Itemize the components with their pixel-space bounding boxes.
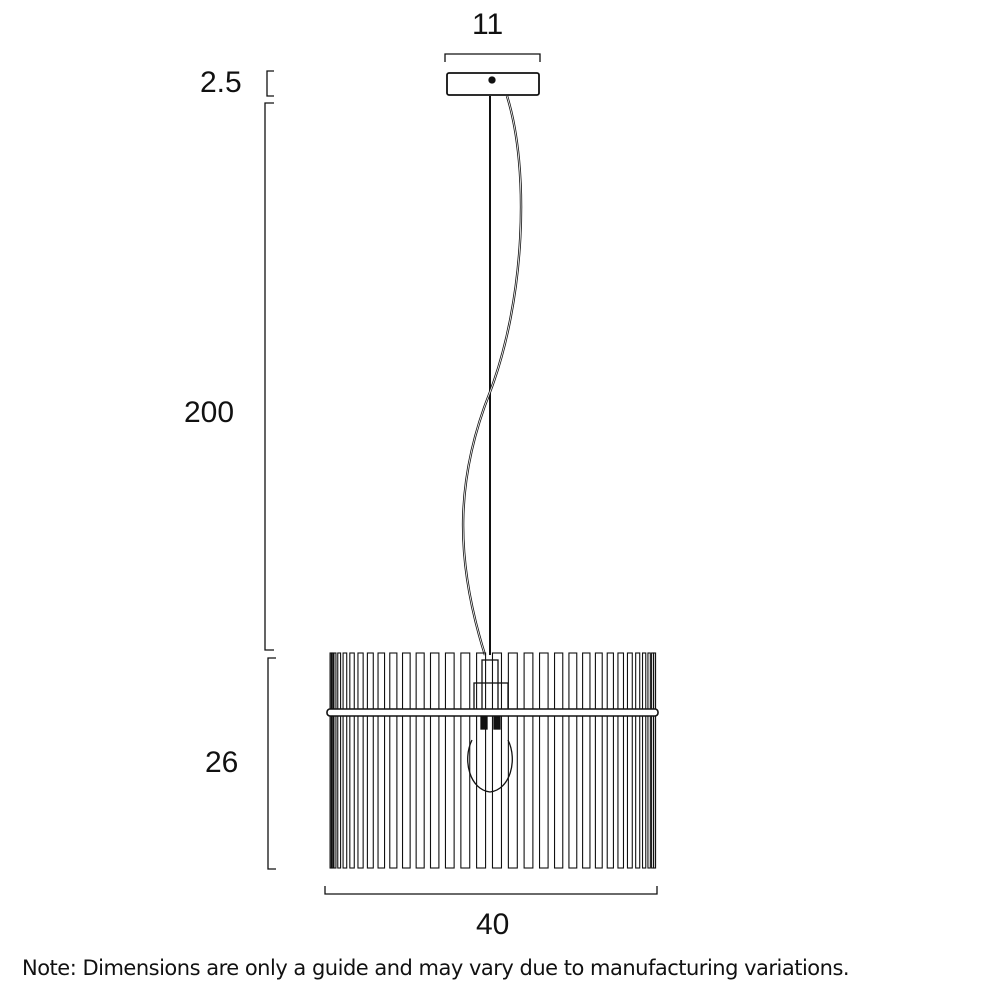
dim-label-shade-height: 26 <box>205 746 239 779</box>
shade-slats <box>329 652 657 869</box>
shade-slat <box>342 652 348 869</box>
dim-bracket-canopy-height <box>266 70 274 97</box>
shade-slat <box>507 652 518 869</box>
shade-slat <box>330 652 334 869</box>
shade-slat <box>641 652 647 869</box>
shade-slat <box>553 652 564 869</box>
shade-slat <box>582 652 591 869</box>
dim-label-canopy-width: 11 <box>472 8 504 41</box>
shade-slat <box>653 652 657 869</box>
shade-slat <box>594 652 603 869</box>
shade-slat <box>460 652 471 869</box>
shade-slat <box>617 652 625 869</box>
shade-slat <box>357 652 364 869</box>
shade-slat <box>606 652 614 869</box>
shade-slat <box>377 652 386 869</box>
shade-slat <box>366 652 374 869</box>
shade-slat <box>568 652 578 869</box>
shade-ring <box>326 708 659 717</box>
shade-slat <box>523 652 534 869</box>
dim-bracket-drop <box>264 102 274 651</box>
shade-slat <box>349 652 355 869</box>
shade-slat <box>476 652 487 869</box>
shade-slat <box>647 652 651 869</box>
dim-label-drop: 200 <box>184 396 235 429</box>
shade-slat <box>429 652 440 869</box>
shade-slat <box>444 652 455 869</box>
dim-label-canopy-height: 2.5 <box>200 66 242 99</box>
shade-slat <box>635 652 641 869</box>
shade-slat <box>333 652 337 869</box>
shade-slat <box>389 652 398 869</box>
dim-bracket-canopy-width <box>444 53 541 62</box>
dim-label-shade-width: 40 <box>476 908 510 941</box>
shade-slat <box>491 652 503 869</box>
disclaimer-note: Note: Dimensions are only a guide and ma… <box>22 956 850 980</box>
canopy <box>446 72 540 96</box>
power-cable <box>461 95 523 656</box>
dim-bracket-shade-width <box>324 886 658 895</box>
shade-slat <box>626 652 633 869</box>
bulb <box>467 739 513 793</box>
shade-slat <box>538 652 549 869</box>
shade-slat <box>337 652 342 869</box>
dim-bracket-shade-height <box>267 657 276 870</box>
shade-slat <box>415 652 425 869</box>
shade-slat <box>401 652 411 869</box>
